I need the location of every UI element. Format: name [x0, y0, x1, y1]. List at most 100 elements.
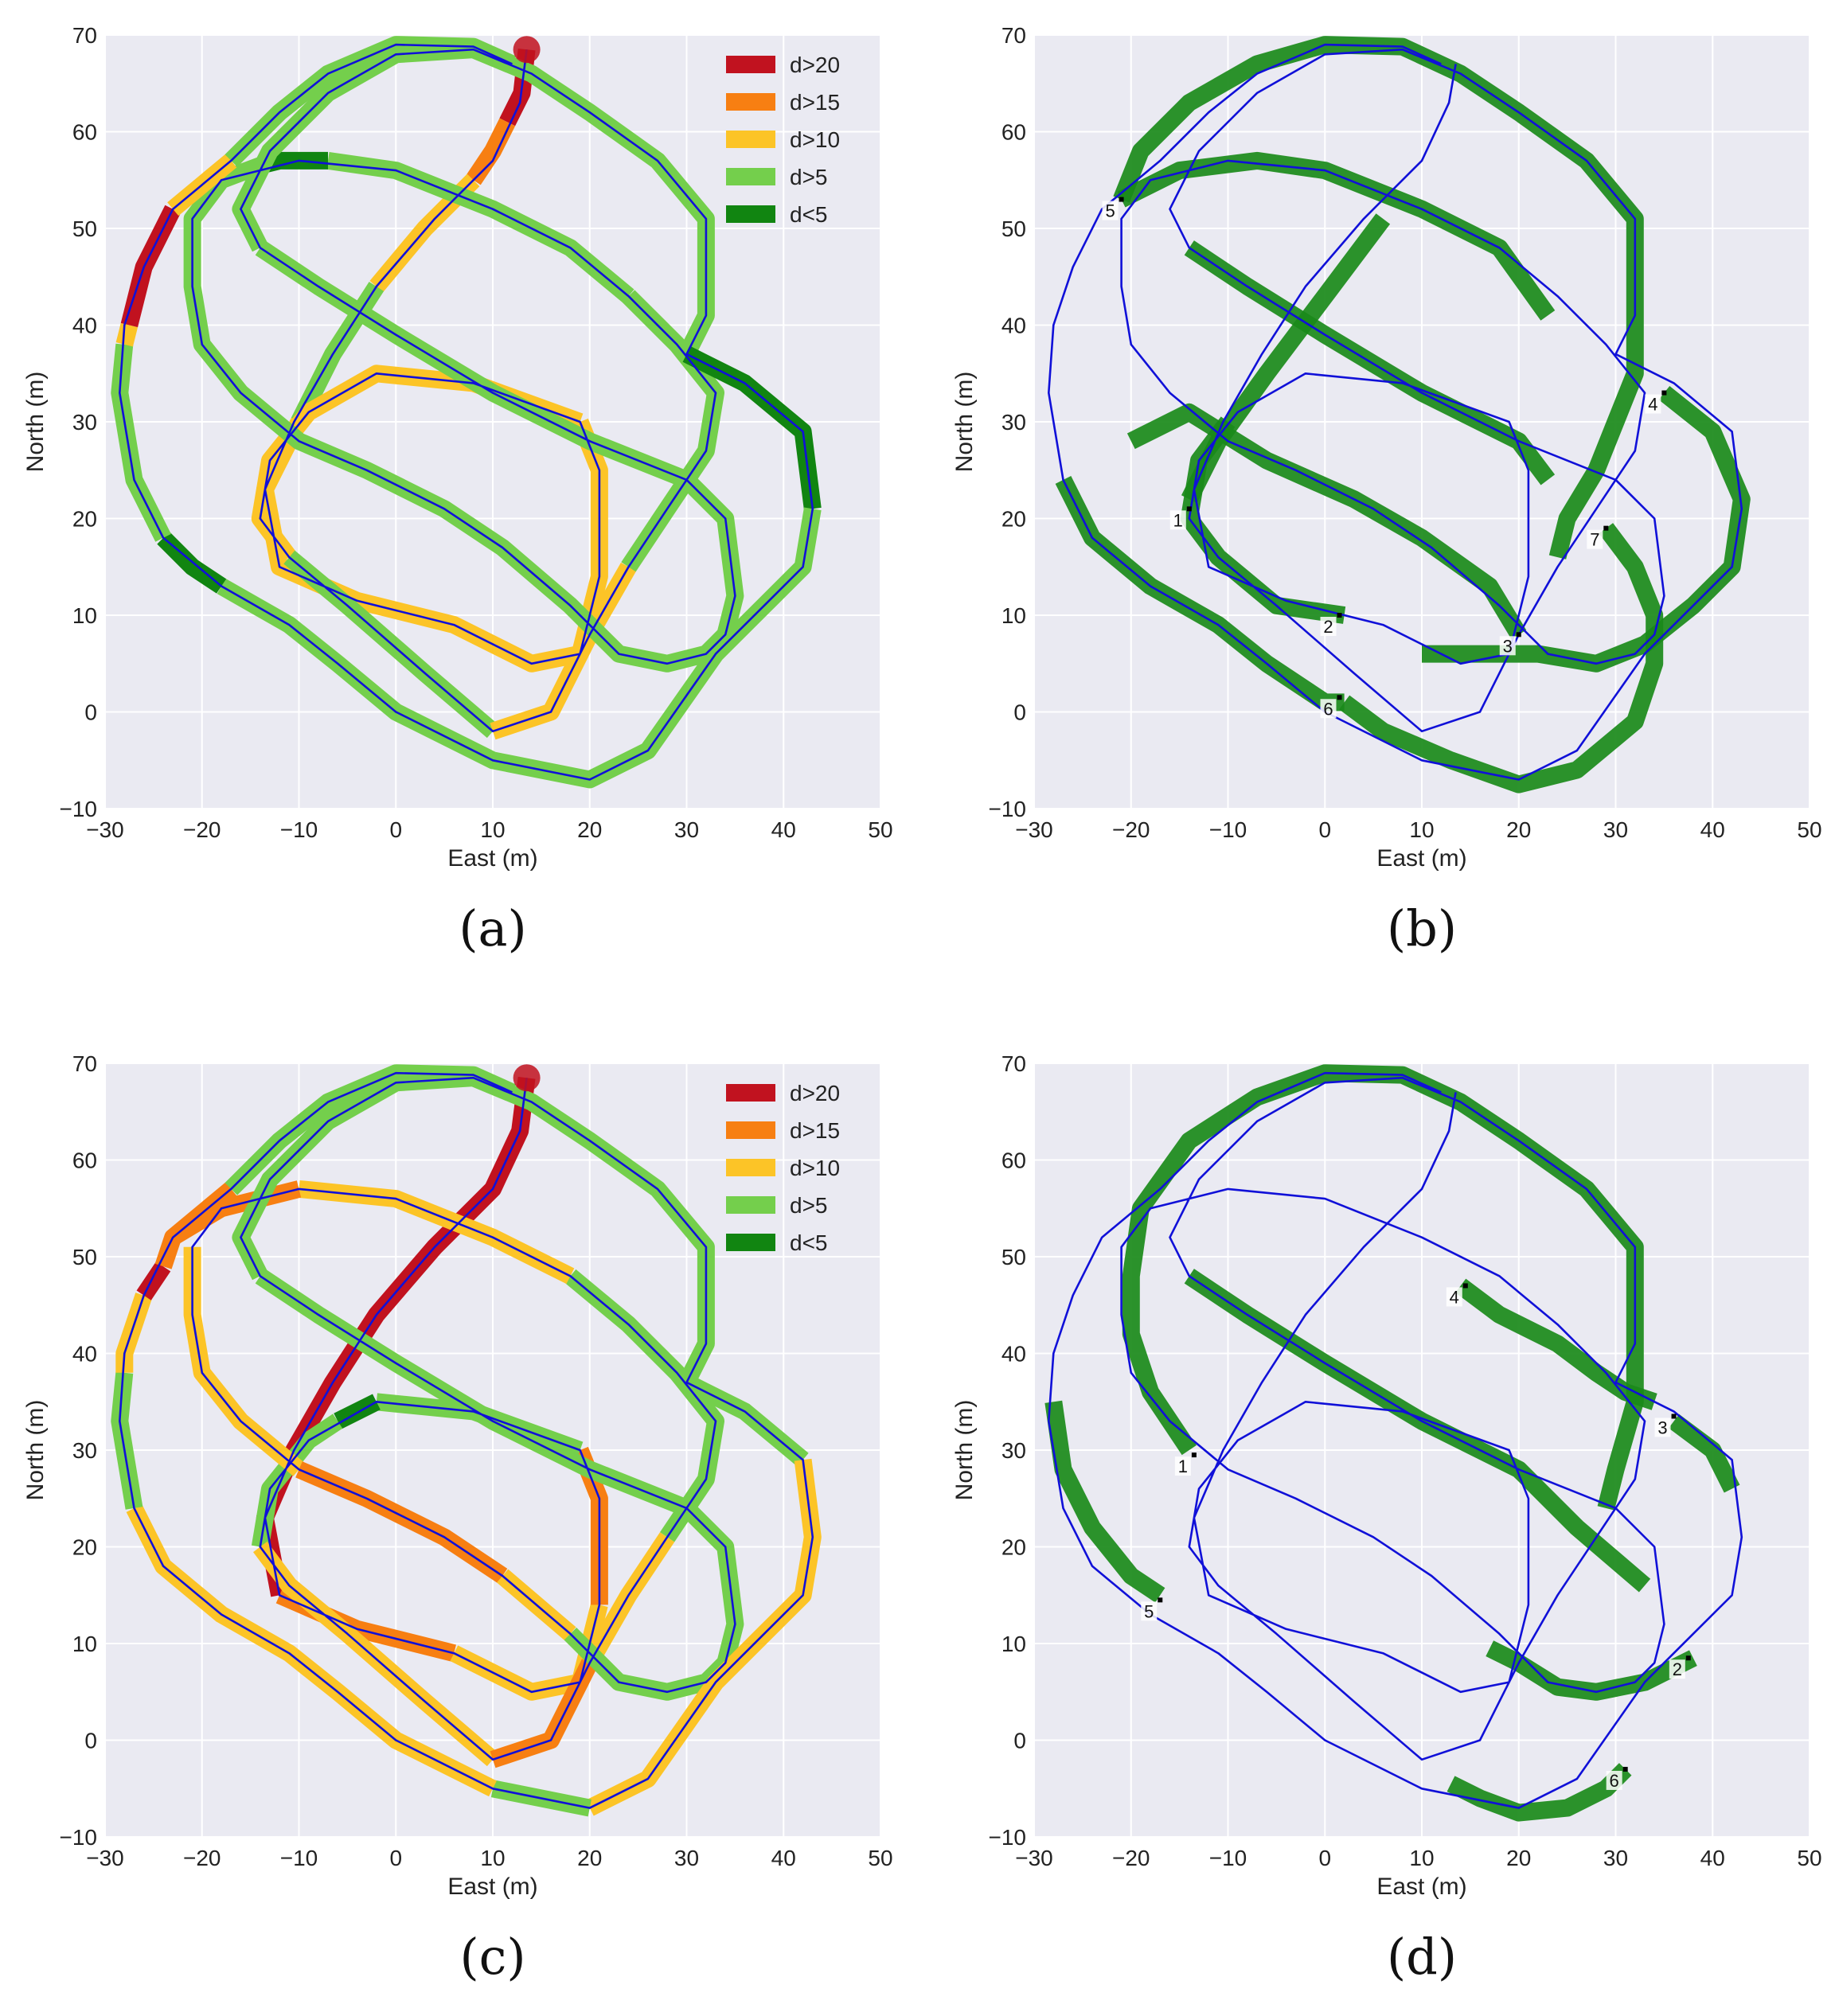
- trajectory-line: [119, 1071, 814, 1809]
- x-tick-label: 0: [389, 1846, 402, 1870]
- distance-segment: [1455, 1278, 1657, 1410]
- y-tick-label: 30: [72, 410, 97, 435]
- legend-label: d>20: [790, 1081, 840, 1105]
- legend-swatch: [726, 1196, 775, 1214]
- y-tick-label: 0: [84, 700, 97, 725]
- legend-swatch: [726, 131, 775, 148]
- loop-closure-label: 6: [1323, 699, 1333, 719]
- marker-label-bg: [1320, 699, 1337, 719]
- loop-closure-label: 6: [1610, 1771, 1619, 1791]
- x-tick-label: 50: [868, 817, 892, 842]
- marker-label-bg: [1645, 394, 1661, 414]
- distance-segment: [1669, 1414, 1740, 1493]
- y-tick-label: 40: [72, 1342, 97, 1367]
- panel-label: (b): [1387, 899, 1457, 957]
- y-tick-label: 0: [84, 1729, 97, 1753]
- y-tick-label: 60: [1001, 1148, 1026, 1173]
- marker-label-bg: [1174, 1456, 1191, 1476]
- y-tick-label: 50: [72, 1245, 97, 1269]
- x-tick-label: 40: [1700, 817, 1725, 842]
- loop-closure-point: [1685, 1655, 1691, 1661]
- y-tick-label: 50: [72, 216, 97, 241]
- x-tick-label: 10: [480, 1846, 505, 1870]
- y-axis-label: North (m): [951, 1400, 978, 1501]
- x-tick-label: 0: [389, 817, 402, 842]
- chart-panel-2: −30 −20 −10 0 10 20 30 40 50 −10 0 10 20 30 40 50 60 70 Ea…: [951, 23, 1822, 957]
- y-tick-label: 10: [1001, 1632, 1026, 1656]
- x-tick-label: 30: [1603, 1846, 1628, 1870]
- x-tick-label: 0: [1318, 1846, 1331, 1870]
- start-point-marker: [513, 1064, 541, 1092]
- loop-closure-label: 4: [1648, 395, 1657, 415]
- marker-label-bg: [1587, 529, 1603, 549]
- legend-swatch: [726, 168, 775, 185]
- loop-closure-label: 1: [1178, 1456, 1188, 1476]
- y-tick-label: 60: [72, 120, 97, 145]
- loop-closure-point: [1603, 525, 1609, 531]
- loop-closure-label: 3: [1657, 1417, 1667, 1437]
- x-axis-label: East (m): [1376, 1874, 1466, 1900]
- x-tick-label: −20: [1112, 817, 1150, 842]
- x-tick-label: −30: [1015, 1846, 1053, 1870]
- chart-panel-1: −30 −20 −10 0 10 20 30 40 50 −10 0 10 20 30 40 50 60 70 Ea…: [22, 23, 893, 957]
- loop-closure-point: [1191, 1453, 1197, 1458]
- legend-label: d>5: [790, 165, 828, 189]
- y-tick-label: −10: [60, 797, 98, 821]
- legend-label: d<5: [790, 1230, 828, 1255]
- distance-segment: [157, 532, 227, 594]
- loop-closure-point: [1186, 506, 1192, 512]
- x-tick-label: 30: [674, 817, 699, 842]
- loop-closure-label: 7: [1590, 530, 1599, 550]
- loop-closure-label: 5: [1105, 201, 1115, 221]
- y-tick-label: 20: [72, 507, 97, 532]
- y-tick-label: 60: [1001, 120, 1026, 145]
- plot-content: 1 2 3 4 5 6: [1044, 1064, 1743, 1822]
- y-tick-label: 10: [72, 1632, 97, 1656]
- y-tick-label: 0: [1013, 700, 1026, 725]
- marker-label-bg: [1669, 1659, 1685, 1679]
- y-tick-label: 30: [1001, 1438, 1026, 1463]
- x-tick-label: 20: [1506, 817, 1531, 842]
- legend-swatch: [726, 56, 775, 73]
- legend-label: d<5: [790, 202, 828, 227]
- legend-swatch: [726, 93, 775, 111]
- plot-content: [111, 36, 822, 789]
- x-tick-label: 30: [674, 1846, 699, 1870]
- x-tick-label: −10: [280, 817, 318, 842]
- y-tick-label: 30: [72, 1438, 97, 1463]
- y-tick-label: −10: [60, 1825, 98, 1850]
- legend-label: d>15: [790, 90, 840, 115]
- y-tick-label: −10: [989, 797, 1027, 821]
- y-axis-label: North (m): [22, 372, 49, 473]
- panel-label: (d): [1387, 1928, 1457, 1986]
- loop-closure-point: [1622, 1766, 1628, 1772]
- y-tick-label: 50: [1001, 216, 1026, 241]
- loop-closure-point: [1337, 695, 1342, 700]
- legend-label: d>20: [790, 53, 840, 77]
- x-tick-label: 20: [577, 817, 602, 842]
- marker-label-bg: [1169, 510, 1186, 530]
- loop-closure-point: [1337, 613, 1342, 618]
- y-tick-label: 30: [1001, 410, 1026, 435]
- y-tick-label: 40: [72, 314, 97, 338]
- trajectory-line: [1048, 1071, 1743, 1809]
- x-tick-label: 50: [1797, 817, 1821, 842]
- legend: d>20 d>15 d>10 d>5 d<5: [726, 53, 840, 227]
- loop-closure-label: 1: [1173, 510, 1183, 530]
- legend: d>20 d>15 d>10 d>5 d<5: [726, 1081, 840, 1255]
- marker-label-bg: [1320, 617, 1337, 636]
- y-tick-label: 20: [1001, 507, 1026, 532]
- x-axis-label: East (m): [447, 1874, 537, 1900]
- x-tick-label: −10: [1209, 1846, 1247, 1870]
- panel-label: (a): [459, 899, 526, 957]
- marker-label-bg: [1141, 1601, 1158, 1621]
- y-axis-label: North (m): [951, 372, 978, 473]
- y-axis-label: North (m): [22, 1400, 49, 1501]
- x-tick-label: 10: [1409, 817, 1434, 842]
- loop-closure-point: [1462, 1283, 1468, 1289]
- legend-swatch: [726, 1234, 775, 1251]
- x-tick-label: 30: [1603, 817, 1628, 842]
- y-tick-label: −10: [989, 1825, 1027, 1850]
- x-tick-label: 20: [577, 1846, 602, 1870]
- x-tick-label: −30: [86, 817, 124, 842]
